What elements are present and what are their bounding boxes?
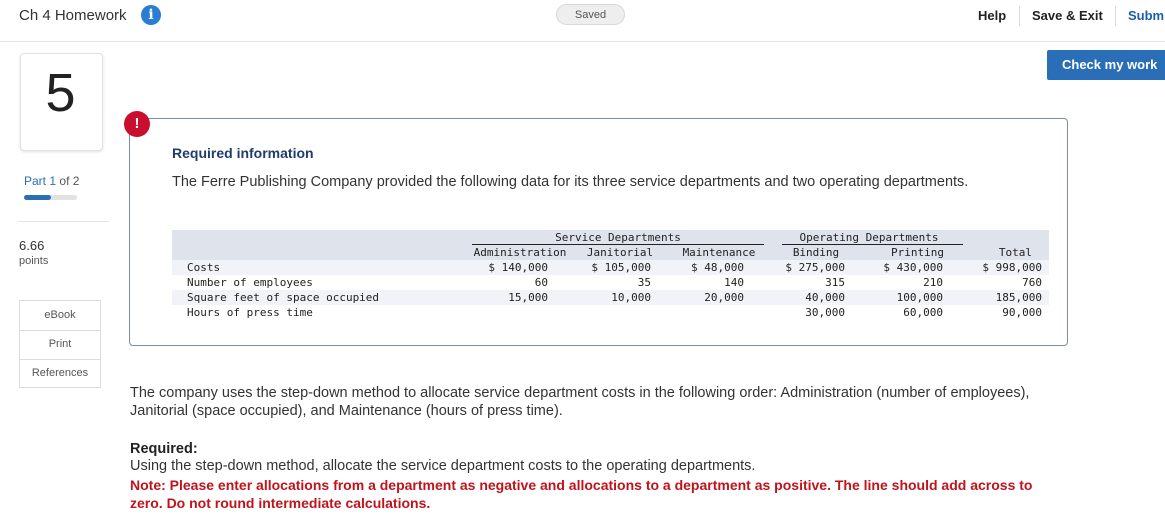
- row-label: Costs: [187, 261, 221, 274]
- table-group-header-row: Service Departments Operating Department…: [172, 230, 1049, 245]
- cell-printing: $ 430,000: [883, 261, 943, 274]
- cell-total: 90,000: [1002, 306, 1042, 319]
- alert-icon: !: [124, 111, 150, 137]
- cell-total: $ 998,000: [982, 261, 1042, 274]
- required-info-heading: Required information: [172, 145, 314, 161]
- header-divider: [1115, 6, 1116, 26]
- points-value: 6.66: [19, 238, 45, 253]
- col-header-total: Total: [998, 246, 1032, 259]
- cell-printing: 210: [923, 276, 943, 289]
- cell-janitorial: $ 105,000: [591, 261, 651, 274]
- cell-administration: $ 140,000: [488, 261, 548, 274]
- cell-administration: 15,000: [508, 291, 548, 304]
- check-my-work-button[interactable]: Check my work: [1047, 50, 1165, 80]
- required-heading: Required:: [130, 441, 198, 457]
- part-total: of 2: [59, 174, 80, 188]
- info-icon[interactable]: i: [141, 5, 161, 25]
- col-header-janitorial: Janitorial: [586, 246, 654, 259]
- submit-link[interactable]: Subm: [1128, 8, 1165, 23]
- cell-janitorial: 35: [637, 276, 651, 289]
- cell-maintenance: $ 48,000: [691, 261, 744, 274]
- part-current: 1: [49, 174, 57, 188]
- cell-printing: 100,000: [896, 291, 943, 304]
- question-number: 5: [45, 63, 76, 123]
- method-description: The company uses the step-down method to…: [130, 385, 1030, 419]
- row-label: Number of employees: [187, 276, 313, 289]
- table-column-header-row: Administration Janitorial Maintenance Bi…: [172, 245, 1049, 260]
- group-header-service: Service Departments: [555, 231, 681, 244]
- row-label: Square feet of space occupied: [187, 291, 380, 304]
- required-info-panel: [129, 118, 1068, 346]
- table-row-employees: Number of employees 60 35 140 315 210 76…: [172, 275, 1049, 290]
- cell-printing: 60,000: [903, 306, 943, 319]
- part-indicator: Part 1 of 2: [24, 174, 79, 188]
- allocation-note: Note: Please enter allocations from a de…: [130, 477, 1033, 511]
- col-header-administration: Administration: [473, 246, 567, 259]
- table-row-costs: Costs $ 140,000 $ 105,000 $ 48,000 $ 275…: [172, 260, 1049, 275]
- references-button[interactable]: References: [19, 359, 101, 388]
- row-label: Hours of press time: [187, 306, 313, 319]
- cell-binding: 30,000: [805, 306, 845, 319]
- col-header-printing: Printing: [891, 246, 944, 259]
- print-button[interactable]: Print: [19, 331, 101, 360]
- rail-divider: [18, 221, 109, 222]
- cell-janitorial: 10,000: [611, 291, 651, 304]
- assignment-title: Ch 4 Homework: [19, 7, 127, 24]
- cell-binding: 40,000: [805, 291, 845, 304]
- part-progress-fill: [24, 195, 51, 200]
- saved-status-badge: Saved: [556, 4, 625, 25]
- ebook-button[interactable]: eBook: [19, 300, 101, 331]
- header-divider: [1019, 6, 1020, 26]
- group-underline-operating: [782, 244, 963, 245]
- points-label: points: [19, 255, 49, 267]
- col-header-binding: Binding: [792, 246, 840, 259]
- table-row-press-time: Hours of press time 30,000 60,000 90,000: [172, 305, 1049, 320]
- cell-binding: 315: [825, 276, 845, 289]
- department-data-table: Service Departments Operating Department…: [172, 230, 1049, 320]
- part-label: Part: [24, 174, 47, 188]
- col-header-maintenance: Maintenance: [682, 246, 756, 259]
- cell-total: 185,000: [995, 291, 1042, 304]
- cell-maintenance: 20,000: [704, 291, 744, 304]
- cell-binding: $ 275,000: [785, 261, 845, 274]
- group-header-operating: Operating Departments: [799, 231, 939, 244]
- intro-text: The Ferre Publishing Company provided th…: [172, 174, 969, 190]
- cell-administration: 60: [534, 276, 548, 289]
- header-border: [0, 41, 1165, 42]
- required-text: Using the step-down method, allocate the…: [130, 458, 756, 474]
- help-link[interactable]: Help: [978, 8, 1007, 23]
- group-underline-service: [472, 244, 764, 245]
- table-row-square-feet: Square feet of space occupied 15,000 10,…: [172, 290, 1049, 305]
- save-exit-link[interactable]: Save & Exit: [1032, 8, 1103, 23]
- cell-maintenance: 140: [724, 276, 744, 289]
- question-number-card: [20, 53, 103, 151]
- cell-total: 760: [1022, 276, 1042, 289]
- part-progress-track: [24, 195, 77, 200]
